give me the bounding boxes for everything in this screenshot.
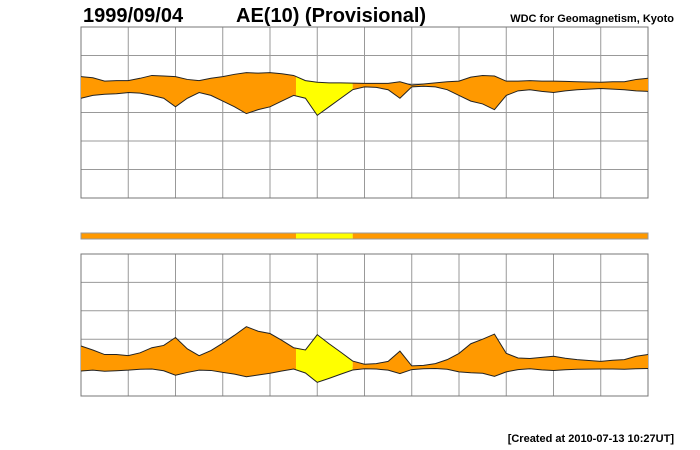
au-al-panel (80, 26, 649, 199)
ao-series-line (80, 367, 649, 383)
station-bar-segment (295, 233, 353, 239)
ae-ao-panel (80, 253, 649, 397)
station-color-bar (80, 232, 649, 240)
date-title: 1999/09/04 (83, 5, 184, 27)
au-series-line (80, 72, 649, 86)
station-bar-frame (80, 232, 649, 240)
station-fill-segment (352, 75, 648, 110)
station-bar-segment (352, 233, 648, 239)
al-series-line (80, 85, 649, 117)
station-fill-segment (81, 72, 296, 114)
station-bar-segment (81, 233, 296, 239)
ae-series-line (80, 326, 649, 367)
plot-frame (80, 26, 649, 199)
chart-title: AE(10) (Provisional) (236, 5, 426, 27)
station-fill-segment (295, 76, 353, 116)
source-label: WDC for Geomagnetism, Kyoto (510, 13, 674, 25)
station-fill-segment (81, 326, 296, 377)
station-fill-segment (352, 334, 648, 377)
created-footer: [Created at 2010-07-13 10:27UT] (508, 433, 675, 445)
station-fill-segment (295, 334, 353, 383)
plot-frame (80, 253, 649, 397)
